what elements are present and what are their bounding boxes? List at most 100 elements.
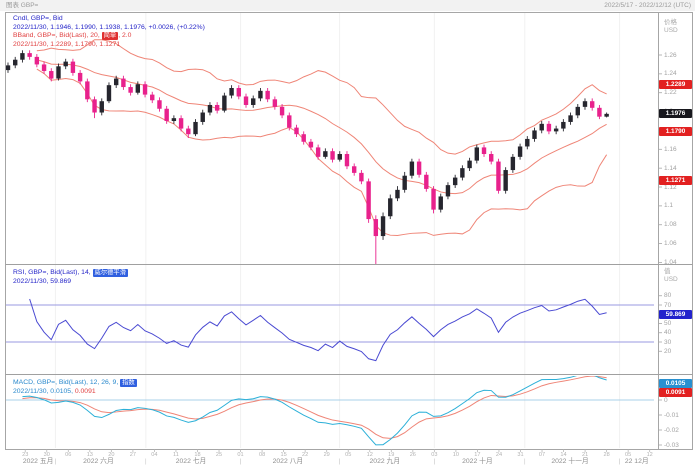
macd-legend-value: 2022/11/30, 0.0105, [13,387,75,395]
xaxis-day-label: 11 [173,452,179,458]
xaxis-day-label: 07 [538,452,546,458]
xaxis-day-label: 27 [129,452,137,458]
main-legend: Cndl, GBP=, Bid 2022/11/30, 1.1946, 1.19… [13,15,205,49]
macd-signal-badge: 0.0091 [659,388,692,397]
rsi-legend: RSI, GBP=, Bid(Last), 14, 威尔德平滑 2022/11/… [13,269,129,286]
main-price-panel[interactable] [6,13,657,264]
xaxis-day-label: 06 [65,452,72,458]
xaxis-month-label: 2022 五月 [22,458,54,465]
xaxis-month-label: 2022 七月 [175,458,207,465]
rsi-tick-label: 40 [664,329,672,337]
macd-tick-label: -0.01 [664,411,679,419]
bb-upper-badge: 1.2289 [659,79,692,89]
rsi-tick-label: 30 [664,338,672,346]
xaxis-day-label: 01 [237,452,244,458]
xaxis-day-label: 22 [302,452,309,458]
xaxis-day-label: 17 [474,452,481,458]
macd-ma-type-chip[interactable]: 指数 [120,379,137,387]
price-tick-label: 1.22 [664,89,677,97]
xaxis-day-label: 25 [215,452,223,458]
rsi-legend-prefix: RSI, GBP=, Bid(Last), 14, [13,269,93,276]
rsi-tick-label: 20 [664,347,672,355]
macd-legend-line1: MACD, GBP=, Bid(Last), 12, 26, 9, 指数 [13,379,137,388]
macd-tick-label: 0 [664,396,668,404]
candle-legend-line1: Cndl, GBP=, Bid [13,15,63,22]
xaxis-day-label: 28 [603,452,610,458]
xaxis-month-label: 2022 六月 [83,458,114,465]
xaxis-day-label: 04 [151,452,158,458]
price-tick-label: 1.24 [664,70,677,78]
xaxis-day-label: 05 [345,452,352,458]
bband-legend-suffix: , 2.0 [118,32,132,40]
titlebar-symbol: 图表 GBP= [6,2,39,9]
xaxis-month-label: 22 12月 [624,458,649,465]
xaxis-month-label: 2022 九月 [369,458,401,465]
xaxis-month-label: 2022 八月 [272,458,304,465]
xaxis-month-label: 2022 十月 [462,458,493,465]
candle-legend-ohlc: 2022/11/30, 1.1946, 1.1990, 1.1938, 1.19… [13,23,205,31]
xaxis-day-label: 21 [581,452,589,458]
price-tick-label: 1.16 [664,145,677,153]
xaxis-day-label: 20 [108,452,115,458]
bband-ma-type-chip[interactable]: 简单 [101,32,119,40]
xaxis-month-separator: | [338,458,341,465]
bb-lower-badge: 1.1271 [659,175,692,185]
rsi-value-badge: 59.869 [659,309,692,319]
macd-legend: MACD, GBP=, Bid(Last), 12, 26, 9, 指数 202… [13,379,137,396]
xaxis-day-label: 05 [625,452,632,458]
price-tick-label: 1.08 [664,221,677,229]
xaxis-month-separator: | [239,458,242,465]
rsi-smoothing-chip[interactable]: 威尔德平滑 [92,269,129,277]
xaxis-day-label: 15 [280,452,287,458]
macd-value-badge: 0.0105 [659,378,692,388]
rsi-legend-line1: RSI, GBP=, Bid(Last), 14, 威尔德平滑 [13,269,129,278]
bband-legend-line1: BBand, GBP=, Bid(Last), 20, 简单, 2.0 [13,32,205,41]
rsi-axis-title: 值 [664,268,671,275]
bband-legend-prefix: BBand, GBP=, Bid(Last), 20, [13,32,102,40]
xaxis-month-separator: | [54,458,57,465]
price-tick-label: 1.04 [664,258,677,266]
macd-legend-prefix: MACD, GBP=, Bid(Last), 12, 26, 9, [13,379,121,386]
rsi-tick-label: 70 [664,301,672,309]
rsi-axis-unit: USD [664,276,678,283]
xaxis-day-label: 14 [560,452,567,458]
xaxis-month-separator: | [433,458,436,465]
macd-tick-label: -0.02 [664,426,679,434]
xaxis-day-label: 19 [388,452,395,458]
price-tick-label: 1.1 [664,202,674,210]
price-tick-label: 1.14 [664,164,677,172]
xaxis-day-label: 13 [86,452,93,458]
macd-tick-label: -0.03 [664,441,679,449]
xaxis-day-label: 12 [646,452,653,458]
titlebar: 图表 GBP= 2022/5/17 - 2022/12/12 (UTC) [0,0,695,11]
xaxis-day-label: 23 [22,452,29,458]
bband-legend-values: 2022/11/30, 1.2289, 1.1790, 1.1271 [13,40,121,48]
xaxis-day-label: 08 [258,452,266,458]
xaxis-day-label: 03 [431,452,438,458]
xaxis-day-label: 29 [323,452,330,458]
xaxis-day-label: 12 [366,452,373,458]
xaxis-day-label: 10 [452,452,460,458]
bb-middle-badge: 1.1790 [659,126,692,136]
price-tick-label: 1.12 [664,183,677,191]
price-axis-title: 价格 [664,19,677,26]
xaxis-month-separator: | [618,458,621,465]
macd-legend-values: 2022/11/30, 0.0105, 0.0091 [13,388,137,397]
xaxis-day-label: 24 [495,452,503,458]
rsi-tick-label: 80 [664,292,672,300]
macd-legend-signal-value: 0.0091 [74,387,96,395]
price-tick-label: 1.26 [664,51,677,59]
last-price-badge: 1.1976 [659,109,692,119]
xaxis-month-separator: | [144,458,147,465]
xaxis-month-label: 2022 十一月 [551,458,589,465]
rsi-tick-label: 50 [664,320,672,327]
xaxis-day-label: 26 [409,452,416,458]
xaxis-day-label: 30 [43,452,50,458]
xaxis-day-label: 31 [517,452,524,458]
titlebar-daterange: 2022/5/17 - 2022/12/12 (UTC) [604,2,691,9]
rsi-legend-value: 2022/11/30, 59.869 [13,277,72,285]
xaxis-month-separator: | [523,458,526,465]
price-axis-unit: USD [664,27,678,34]
